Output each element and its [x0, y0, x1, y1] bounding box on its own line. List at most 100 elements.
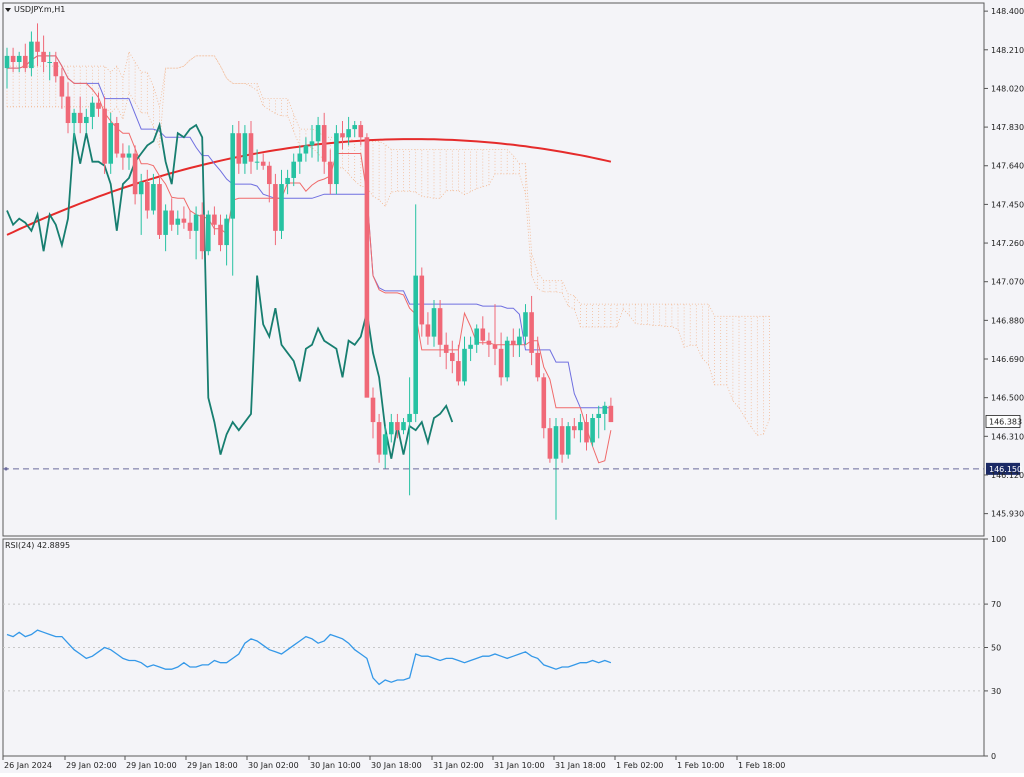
candle [358, 120, 364, 146]
candle [456, 344, 461, 386]
support-price-label: 146.150 [989, 465, 1022, 474]
candle [559, 418, 565, 463]
time-tick-label: 29 Jan 02:00 [66, 761, 117, 770]
price-tick-label: 146.120 [991, 471, 1024, 480]
candle-body [236, 133, 242, 164]
candle-body [596, 413, 601, 419]
time-tick-label: 1 Feb 10:00 [677, 761, 724, 770]
candle [498, 332, 504, 386]
time-tick-label: 1 Feb 02:00 [616, 761, 663, 770]
candle [71, 108, 77, 144]
candle-body [364, 137, 370, 398]
candle [608, 397, 614, 423]
candle [65, 82, 71, 134]
candle-body [346, 129, 351, 138]
chikou-span-line [6, 121, 454, 459]
current-price-tag [985, 415, 1021, 428]
candle-body [468, 344, 473, 349]
candle [23, 43, 28, 73]
sma-line [6, 138, 612, 236]
time-tick-label: 30 Jan 18:00 [371, 761, 422, 770]
candle-body [35, 41, 40, 52]
candle [413, 204, 418, 423]
candle-body [590, 418, 595, 443]
candle-body [578, 422, 583, 431]
candle [260, 153, 266, 170]
candle-body [517, 336, 522, 345]
time-tick-label: 29 Jan 18:00 [187, 761, 238, 770]
candle-body [65, 96, 71, 124]
candle-body [163, 210, 168, 235]
candle [114, 116, 120, 158]
symbol-label: USDJPY.m,H1 [14, 5, 65, 14]
price-tick-label: 147.260 [991, 239, 1024, 248]
candle-body [511, 340, 516, 345]
dropdown-triangle-icon[interactable] [5, 8, 11, 12]
candle-body [541, 377, 547, 429]
current-price-label: 146.383 [989, 417, 1022, 426]
candle [297, 145, 303, 174]
candle-body [395, 422, 400, 431]
price-tick-label: 146.500 [991, 394, 1024, 403]
candle-body [407, 413, 412, 423]
candle [90, 96, 95, 130]
candle [303, 137, 309, 162]
candle-body [443, 344, 449, 353]
candle-body [23, 55, 28, 69]
rsi-tick-label: 50 [991, 644, 1001, 653]
time-tick-label: 31 Jan 02:00 [433, 761, 484, 770]
candle [169, 198, 174, 231]
candle [474, 324, 479, 353]
price-tick-label: 146.690 [991, 355, 1024, 364]
rsi-tick-label: 100 [991, 535, 1006, 544]
candle-body [29, 41, 34, 69]
candle [376, 413, 382, 463]
support-line-anchor [4, 467, 8, 471]
candle-body [523, 312, 528, 337]
candle [29, 31, 34, 77]
candle [443, 332, 449, 370]
candle [242, 125, 248, 174]
candle-body [267, 165, 272, 185]
candle [41, 35, 46, 73]
candle [486, 332, 492, 357]
candle [10, 47, 16, 73]
indicator-lines [6, 55, 612, 464]
candle [511, 328, 516, 357]
tenkan-sen-line [7, 55, 612, 464]
candle-body [389, 422, 394, 435]
candle [224, 214, 229, 266]
candle-body [193, 214, 199, 231]
candle-body [242, 133, 248, 164]
candle-body [340, 133, 345, 138]
candle-body [254, 161, 260, 163]
candle-body [321, 125, 327, 162]
candle [401, 418, 406, 435]
candle-body [559, 426, 565, 455]
candle-body [151, 184, 156, 211]
price-tick-label: 146.310 [991, 432, 1024, 441]
time-tick-label: 31 Jan 18:00 [555, 761, 606, 770]
candle [4, 47, 10, 89]
candle [535, 336, 540, 382]
candle-body [120, 153, 126, 158]
candle-body [547, 428, 553, 459]
candle-body [584, 422, 589, 443]
candle [35, 23, 40, 67]
candle-body [608, 405, 614, 423]
candle [151, 173, 156, 215]
candle-body [77, 112, 83, 124]
candle-body [53, 61, 59, 77]
candle [523, 304, 528, 345]
price-axis: 148.400 148.210 148.020 147.830 147.640 147.4… [984, 7, 1024, 519]
price-tick-label: 147.640 [991, 162, 1024, 171]
candle [120, 143, 126, 170]
candle-body [462, 348, 467, 382]
price-tick-label: 147.830 [991, 123, 1024, 132]
candle-body [224, 218, 229, 246]
candle [77, 96, 83, 134]
candle [462, 336, 467, 386]
